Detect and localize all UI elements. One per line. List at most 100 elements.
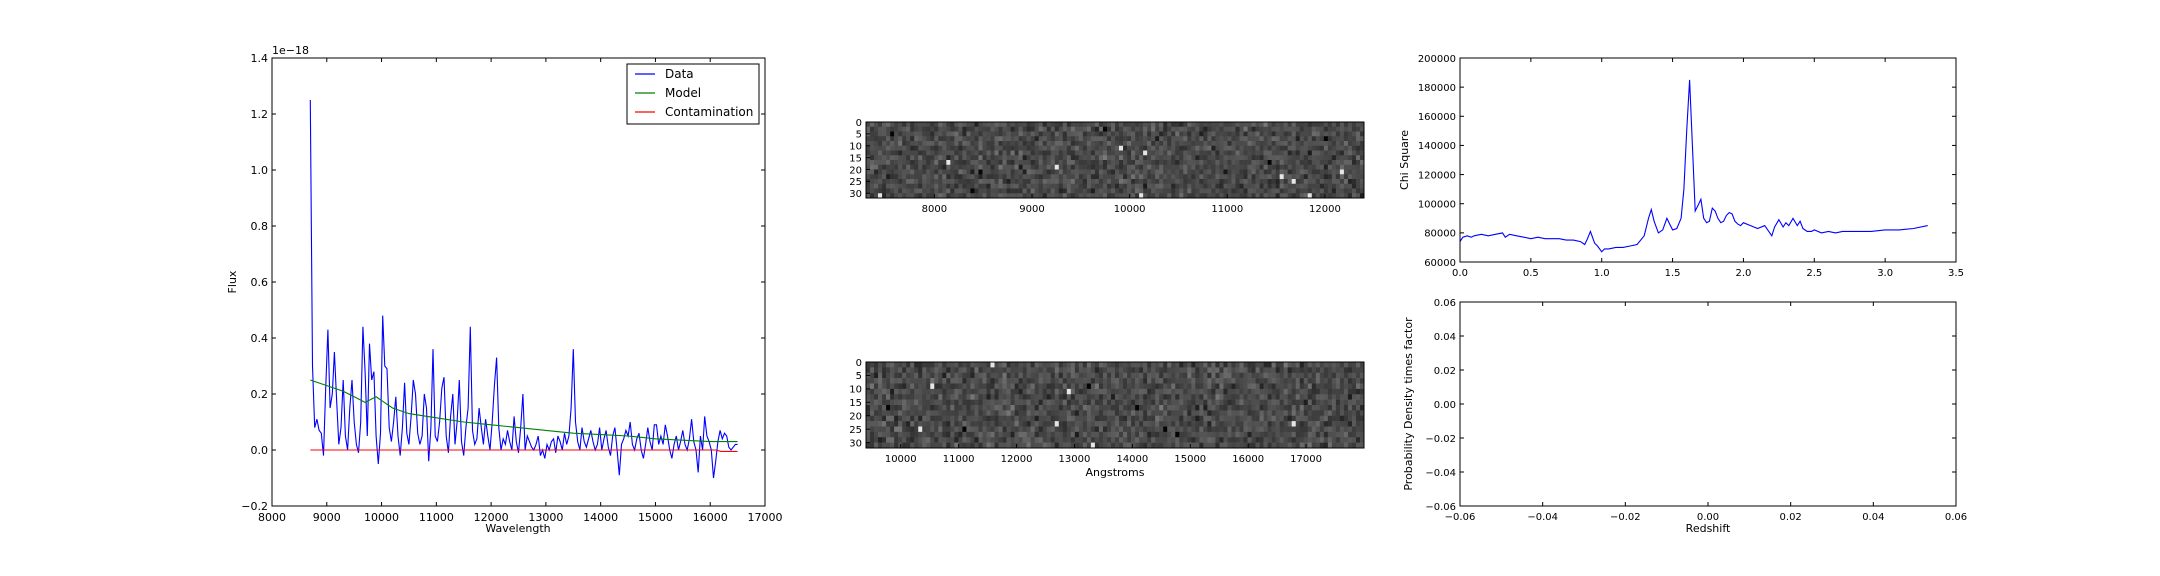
image-top-pixel [1343, 131, 1349, 137]
image-top-pixel [1243, 145, 1248, 151]
image-top-pixel [886, 174, 891, 180]
image-bottom-pixel [1287, 399, 1293, 406]
spectrum-series-data-line [309, 99, 738, 479]
image-top-pixel [1119, 174, 1124, 180]
image-bottom-pixel [1335, 388, 1341, 395]
image-bottom-pixel [1034, 442, 1039, 449]
image-top-pixel [1155, 141, 1160, 147]
image-bottom-pixel [1002, 378, 1007, 384]
image-top-pixel [1026, 174, 1031, 180]
image-top-pixel [1291, 131, 1297, 137]
image-top-pixel [918, 155, 923, 161]
image-bottom-pixel [1135, 372, 1140, 379]
image-top-pixel [1219, 188, 1224, 194]
image-top-pixel [1086, 131, 1092, 137]
image-bottom-pixel [1070, 378, 1076, 384]
image-bottom-pixel [1247, 426, 1252, 433]
image-top-pixel [934, 145, 939, 151]
image-bottom-pixel [1074, 367, 1080, 374]
image-bottom-pixel [954, 372, 959, 379]
image-bottom-pixel [1102, 372, 1108, 379]
image-bottom-pixel [1123, 399, 1128, 406]
image-bottom-pixel [1227, 421, 1232, 427]
image-bottom-pixel [1263, 399, 1268, 406]
image-top-pixel [918, 179, 923, 185]
image-top-pixel [1034, 183, 1039, 189]
image-bottom-pixel [1311, 394, 1317, 400]
image-top-pixel [1315, 145, 1321, 151]
image-bottom-pixel [1014, 426, 1019, 433]
image-bottom-pixel [1119, 367, 1124, 374]
image-bottom-pixel [1115, 405, 1120, 411]
image-top-pixel [1022, 164, 1027, 170]
image-bottom-pixel [1175, 388, 1180, 395]
image-top-pixel [1010, 155, 1015, 161]
image-top-pixel [1307, 155, 1313, 161]
image-bottom-pixel [1110, 383, 1116, 390]
image-bottom-pixel [1259, 388, 1264, 395]
image-top-pixel [1219, 136, 1224, 142]
image-bottom-pixel [1034, 410, 1039, 417]
image-bottom-pixel [1058, 383, 1064, 390]
image-top-pixel [1231, 183, 1236, 189]
image-bottom-pixel [1203, 431, 1208, 438]
image-bottom-pixel [1283, 383, 1288, 390]
image-top-pixel [1159, 122, 1164, 128]
image-top-pixel [1054, 136, 1060, 142]
image-bottom-pixel [1307, 442, 1313, 449]
image-top-pixel [1155, 160, 1160, 166]
image-top-pixel [1259, 193, 1264, 199]
image-top-pixel [1347, 169, 1353, 175]
image-top-pixel [1247, 193, 1252, 199]
image-bottom-pixel [898, 426, 903, 433]
image-top-pixel [1086, 155, 1092, 161]
image-top-pixel [1187, 136, 1192, 142]
image-bottom-pixel [1066, 399, 1072, 406]
image-bottom-pixel [1167, 383, 1172, 390]
image-bottom-pixel [1123, 442, 1128, 449]
image-bottom-pixel [1167, 437, 1172, 443]
image-top-pixel [1255, 141, 1260, 147]
image-top-pixel [946, 164, 951, 170]
image-top-pixel [1355, 160, 1361, 166]
image-top-pixel [882, 122, 887, 128]
image-top-pixel [1327, 164, 1333, 170]
image-bottom-pixel [1054, 405, 1060, 411]
image-top-pixel [1283, 183, 1288, 189]
image-top-pixel [1303, 183, 1309, 189]
image-top-pixel [874, 131, 879, 137]
image-bottom-pixel [1086, 437, 1092, 443]
image-top-pixel [1054, 155, 1060, 161]
image-bottom-pixel [1331, 362, 1337, 368]
image-top-pixel [1082, 131, 1088, 137]
image-top-pixel [866, 193, 871, 199]
image-bottom-pixel [1315, 399, 1321, 406]
image-top-pixel [1018, 174, 1023, 180]
image-bottom-pixel [882, 410, 887, 417]
image-bottom-pixel [902, 399, 907, 406]
image-top-pixel [1018, 126, 1023, 132]
image-bottom-pixel [1275, 394, 1280, 400]
image-top-pixel [1006, 193, 1011, 199]
image-top-pixel [1199, 183, 1204, 189]
image-bottom-pixel [1339, 437, 1345, 443]
image-bottom-pixel [1163, 437, 1168, 443]
image-top-pixel [1062, 174, 1068, 180]
image-top-pixel [1034, 150, 1039, 156]
image-bottom-pixel [1239, 399, 1244, 406]
image-top-pixel [1014, 183, 1019, 189]
image-bottom-pixel [1199, 431, 1204, 438]
image-bottom-pixel [1303, 362, 1309, 368]
image-top-pixel [998, 160, 1003, 166]
image-bottom-pixel [882, 362, 887, 368]
image-bottom-pixel [1191, 405, 1196, 411]
probability-density-ytick-label-minus-0-04: −0.04 [1425, 468, 1456, 479]
image-top-pixel [1295, 136, 1301, 142]
image-bottom-pixel [1106, 399, 1112, 406]
image-top-pixel [1247, 188, 1252, 194]
image-top-pixel [1058, 141, 1064, 147]
image-bottom-pixel [1131, 431, 1136, 438]
image-bottom-pixel [1183, 383, 1188, 390]
image-bottom-pixel [1123, 388, 1128, 395]
image-top-pixel [1323, 183, 1329, 189]
